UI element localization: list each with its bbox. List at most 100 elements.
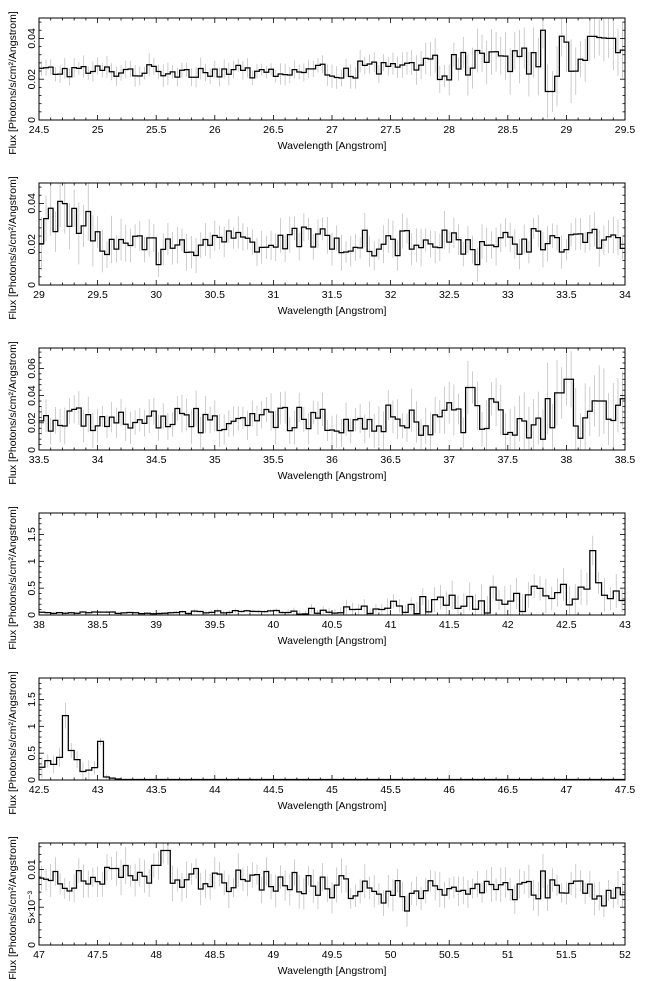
x-tick-label: 42.5	[29, 784, 50, 796]
x-tick-label: 43	[619, 619, 631, 631]
x-tick-label: 43.5	[146, 784, 167, 796]
y-axis-label: Flux [Photons/s/cm²/Angstrom]	[7, 11, 19, 155]
error-bars-1	[40, 18, 624, 119]
x-tick-label: 31	[268, 289, 280, 301]
x-tick-label: 42.5	[556, 619, 577, 631]
x-tick-label: 39	[150, 619, 162, 631]
x-tick-label: 37.5	[498, 454, 519, 466]
x-tick-label: 31.5	[322, 289, 343, 301]
x-axis-label: Wavelength [Angstrom]	[278, 470, 387, 482]
x-tick-label: 38	[33, 619, 45, 631]
y-tick-label: 0.04	[26, 385, 38, 406]
x-tick-label: 38	[561, 454, 573, 466]
y-tick-label: 0	[26, 612, 38, 618]
x-axis-label: Wavelength [Angstrom]	[278, 800, 387, 812]
x-tick-label: 48.5	[205, 949, 226, 961]
x-tick-label: 36.5	[380, 454, 401, 466]
y-tick-label: 0.01	[26, 859, 38, 880]
x-tick-label: 29.5	[615, 124, 636, 136]
spectrum-line-1	[39, 29, 625, 93]
x-tick-label: 38.5	[87, 619, 108, 631]
chart-panel-4: 38 38.5 39 39.5 40 40.5 41 41.5 42 42.5 43 0 0.5 1 1.5…	[7, 506, 631, 650]
x-tick-label: 50.5	[439, 949, 460, 961]
y-tick-label: 0	[26, 942, 38, 948]
spectrum-line-2	[39, 200, 625, 266]
x-tick-label: 46.5	[498, 784, 519, 796]
x-tick-label: 24.5	[29, 124, 50, 136]
y-tick-label: 0	[26, 777, 38, 783]
x-tick-label: 47	[561, 784, 573, 796]
y-axis-label: Flux [Photons/s/cm²/Angstrom]	[7, 176, 19, 320]
x-tick-label: 27.5	[380, 124, 401, 136]
x-tick-label: 34	[92, 454, 104, 466]
error-bars-4	[41, 535, 623, 615]
y-axis-label: Flux [Photons/s/cm²/Angstrom]	[7, 506, 19, 650]
x-tick-label: 35	[209, 454, 221, 466]
spectrum-line-4	[39, 549, 625, 615]
x-tick-label: 44.5	[263, 784, 284, 796]
x-tick-label: 47.5	[87, 949, 108, 961]
spectrum-line-3	[39, 378, 625, 440]
y-axis-label: Flux [Photons/s/cm²/Angstrom]	[7, 341, 19, 485]
x-tick-label: 40.5	[322, 619, 343, 631]
y-tick-label: 0	[26, 117, 38, 123]
y-tick-label: 0	[26, 282, 38, 288]
y-tick-label: 0.5	[26, 746, 38, 761]
x-tick-label: 29	[33, 289, 45, 301]
x-tick-label: 26	[209, 124, 221, 136]
x-tick-label: 30	[150, 289, 162, 301]
x-tick-label: 38.5	[615, 454, 636, 466]
x-tick-label: 25.5	[146, 124, 167, 136]
y-tick-label: 5×10⁻³	[26, 890, 38, 923]
x-tick-label: 50	[385, 949, 397, 961]
y-tick-label: 1	[26, 558, 38, 564]
y-tick-label: 0.02	[26, 234, 38, 255]
error-bars-2	[40, 183, 624, 282]
y-tick-label: 0.02	[26, 412, 38, 433]
x-tick-label: 44	[209, 784, 221, 796]
x-tick-label: 40	[268, 619, 280, 631]
x-tick-label: 39.5	[205, 619, 226, 631]
x-tick-label: 51	[502, 949, 514, 961]
x-tick-label: 37	[443, 454, 455, 466]
x-tick-label: 29.5	[87, 289, 108, 301]
x-tick-label: 41.5	[439, 619, 460, 631]
y-tick-label: 1	[26, 723, 38, 729]
chart-panel-1: 24.5 25 25.5 26 26.5 27 27.5 28 28.5 29 29.5 0 0.02 0…	[7, 11, 635, 155]
x-tick-label: 48	[150, 949, 162, 961]
x-tick-label: 47	[33, 949, 45, 961]
x-tick-label: 46	[443, 784, 455, 796]
x-tick-label: 33.5	[29, 454, 50, 466]
x-axis-label: Wavelength [Angstrom]	[278, 305, 387, 317]
x-tick-label: 32.5	[439, 289, 460, 301]
spectrum-line-6	[39, 849, 625, 912]
x-axis-label: Wavelength [Angstrom]	[278, 140, 387, 152]
y-tick-label: 0.06	[26, 358, 38, 379]
x-tick-label: 49	[268, 949, 280, 961]
x-tick-label: 32	[385, 289, 397, 301]
y-tick-label: 0.04	[26, 28, 38, 49]
error-bars-5	[41, 702, 623, 780]
x-tick-label: 49.5	[322, 949, 343, 961]
x-tick-label: 26.5	[263, 124, 284, 136]
x-tick-label: 34.5	[146, 454, 167, 466]
x-tick-label: 33	[502, 289, 514, 301]
spectrum-line-5	[39, 714, 625, 781]
y-axis-label: Flux [Photons/s/cm²/Angstrom]	[7, 671, 19, 815]
x-tick-label: 41	[385, 619, 397, 631]
x-tick-label: 52	[619, 949, 631, 961]
x-tick-label: 45.5	[380, 784, 401, 796]
x-tick-label: 25	[92, 124, 104, 136]
error-bars-6	[40, 843, 624, 927]
y-tick-label: 0.5	[26, 581, 38, 596]
x-tick-label: 51.5	[556, 949, 577, 961]
x-tick-label: 47.5	[615, 784, 636, 796]
error-bars-3	[40, 351, 624, 450]
x-tick-label: 34	[619, 289, 631, 301]
y-tick-label: 1.5	[26, 692, 38, 707]
x-tick-label: 28	[443, 124, 455, 136]
y-tick-label: 1.5	[26, 527, 38, 542]
chart-panel-6: 47 47.5 48 48.5 49 49.5 50 50.5 51 51.5 52 0 5×10⁻³ 0…	[7, 836, 631, 980]
x-tick-label: 28.5	[498, 124, 519, 136]
